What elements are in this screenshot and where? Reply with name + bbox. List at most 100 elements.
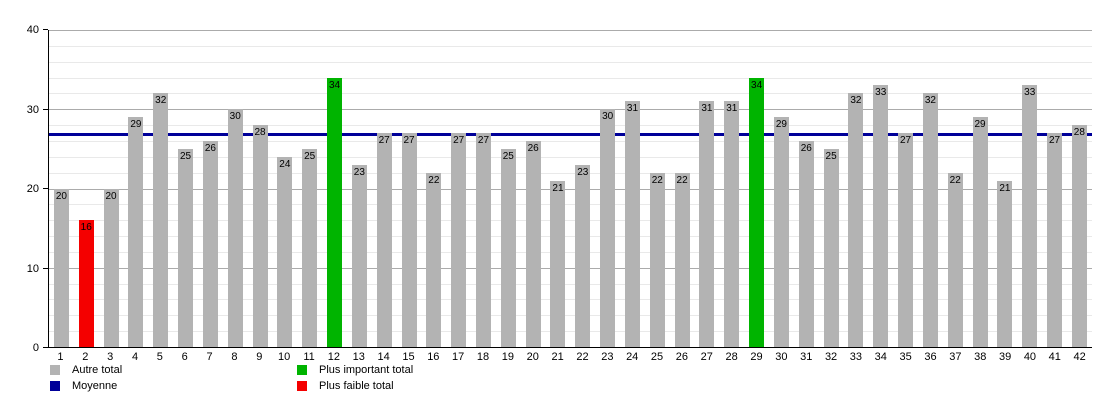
- bar-value-label: 30: [229, 111, 241, 123]
- bar-autre: 30: [600, 109, 616, 347]
- bar-value-label: 21: [552, 182, 564, 194]
- bar-slot: 31: [719, 30, 744, 347]
- x-axis-label: 34: [874, 351, 887, 363]
- bar-slot: 20: [49, 30, 74, 347]
- bar-slot: 32: [148, 30, 173, 347]
- bar-autre: 25: [500, 148, 516, 347]
- minor-gridline: [49, 331, 1092, 333]
- minor-gridline: [49, 204, 1092, 206]
- bar-slot: 22: [943, 30, 968, 347]
- bars-container: 20 16 20 29 32 25 26 30 28 24 25 34 23 27 27 22 27 27 25 26…: [49, 30, 1092, 347]
- bar-autre: 27: [376, 133, 392, 347]
- bar-slot: 22: [670, 30, 695, 347]
- bar-autre: 31: [724, 101, 740, 347]
- minor-gridline: [49, 299, 1092, 301]
- bar-value-label: 20: [105, 190, 117, 202]
- minor-gridline: [49, 93, 1092, 95]
- bar-slot: 25: [819, 30, 844, 347]
- x-axis-label: 33: [849, 351, 863, 363]
- x-axis-label: 11: [303, 351, 315, 363]
- bar-value-label: 25: [179, 150, 192, 162]
- bar-autre: 32: [848, 93, 864, 347]
- bar-autre: 29: [972, 117, 988, 347]
- bar-autre: 26: [798, 140, 814, 347]
- x-axis-label: 9: [256, 351, 263, 363]
- x-axis-label: 4: [131, 351, 139, 363]
- bar-value-label: 28: [254, 127, 266, 139]
- bar-slot: 26: [794, 30, 819, 347]
- y-tick-mark: [43, 188, 48, 189]
- legend-item: Moyenne: [50, 379, 122, 392]
- bar-autre: 29: [773, 117, 789, 347]
- legend-item: Autre total: [50, 364, 122, 376]
- bar-autre: 32: [153, 93, 169, 347]
- minor-gridline: [49, 61, 1092, 63]
- x-axis-label: 16: [427, 351, 440, 363]
- x-axis-label: 37: [949, 351, 962, 363]
- bar-autre: 20: [103, 188, 119, 347]
- legend-swatch-faible: [297, 380, 307, 391]
- bar-slot: 22: [645, 30, 670, 347]
- bar-autre: 30: [227, 109, 243, 347]
- major-gridline: [49, 30, 1092, 31]
- bar-value-label: 31: [726, 103, 738, 115]
- major-gridline: [49, 188, 1092, 190]
- bar-autre: 22: [649, 172, 665, 347]
- bar-value-label: 21: [999, 182, 1011, 194]
- bar-value-label: 28: [1073, 127, 1085, 139]
- bar-slot: 27: [893, 30, 918, 347]
- bar-slot: 32: [844, 30, 869, 347]
- bar-value-label: 27: [403, 135, 415, 147]
- y-tick-label: 30: [26, 103, 39, 116]
- x-axis-label: 38: [974, 351, 987, 363]
- average-line: [49, 133, 1092, 137]
- bar-important: 34: [327, 77, 343, 347]
- x-axis-label: 20: [526, 351, 539, 363]
- bar-value-label: 27: [378, 135, 390, 147]
- x-axis-label: 23: [601, 351, 614, 363]
- x-axis-label: 25: [650, 351, 664, 363]
- bar-value-label: 27: [1048, 135, 1061, 147]
- minor-gridline: [49, 172, 1092, 174]
- bar-value-label: 26: [800, 142, 812, 154]
- x-axis-label: 7: [206, 351, 213, 363]
- bar-value-label: 22: [949, 174, 961, 186]
- bar-autre: 25: [178, 148, 194, 347]
- bar-value-label: 31: [626, 103, 639, 115]
- bar-autre: 33: [873, 85, 889, 347]
- legend-swatch-moyenne: [50, 380, 60, 391]
- bar-value-label: 32: [155, 95, 167, 107]
- bar-value-label: 16: [80, 222, 92, 234]
- legend-swatch-autre: [50, 364, 60, 375]
- bar-autre: 25: [302, 148, 318, 347]
- legend-item: Plus important total: [297, 364, 413, 376]
- x-axis-label: 21: [551, 351, 564, 363]
- bar-slot: 23: [347, 30, 372, 347]
- bar-faible: 16: [78, 220, 94, 347]
- bar-autre: 21: [550, 180, 566, 347]
- bar-value-label: 33: [1024, 87, 1036, 99]
- x-axis-label: 10: [278, 351, 291, 363]
- bar-slot: 28: [248, 30, 273, 347]
- x-axis-label: 14: [377, 351, 390, 363]
- bar-autre: 27: [475, 133, 491, 347]
- x-axis-label: 5: [156, 351, 163, 363]
- bar-value-label: 27: [900, 135, 912, 147]
- x-axis-label: 27: [700, 351, 713, 363]
- x-axis-label: 30: [775, 351, 788, 363]
- bar-slot: 27: [397, 30, 422, 347]
- x-axis-label: 40: [1023, 351, 1037, 363]
- x-axis-label: 26: [675, 351, 689, 363]
- legend-label: Moyenne: [72, 379, 118, 392]
- bar-autre: 29: [128, 117, 144, 347]
- x-axis-label: 28: [725, 351, 738, 363]
- legend-swatch-important: [297, 364, 307, 375]
- minor-gridline: [49, 125, 1092, 127]
- bar-slot: 29: [968, 30, 993, 347]
- bar-value-label: 32: [924, 95, 936, 107]
- plot-area: 20 16 20 29 32 25 26 30 28 24 25 34 23 27 27 22 27 27 25 26…: [48, 30, 1092, 348]
- x-axis-label: 35: [899, 351, 912, 363]
- x-axis-label: 39: [998, 351, 1012, 363]
- bar-slot: 34: [744, 30, 769, 347]
- x-axis-label: 2: [82, 351, 89, 363]
